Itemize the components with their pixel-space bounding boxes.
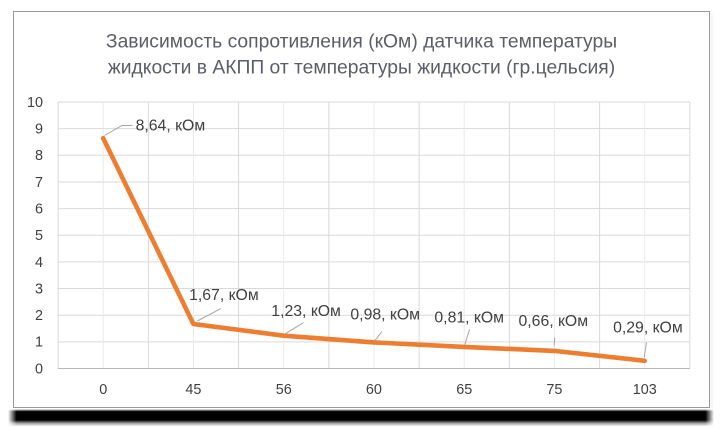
svg-text:2: 2 <box>35 308 43 324</box>
svg-text:60: 60 <box>366 382 382 398</box>
svg-text:4: 4 <box>35 255 43 271</box>
svg-text:56: 56 <box>276 382 292 398</box>
svg-text:6: 6 <box>35 202 43 218</box>
svg-text:8,64, кОм: 8,64, кОм <box>136 117 206 134</box>
svg-text:3: 3 <box>35 281 43 297</box>
svg-text:9: 9 <box>35 122 43 138</box>
svg-text:75: 75 <box>546 382 562 398</box>
svg-text:103: 103 <box>633 382 657 398</box>
svg-text:0: 0 <box>99 382 107 398</box>
svg-text:45: 45 <box>185 382 201 398</box>
svg-text:0,66, кОм: 0,66, кОм <box>519 313 589 330</box>
svg-text:65: 65 <box>456 382 472 398</box>
svg-text:Зависимость сопротивления (кОм: Зависимость сопротивления (кОм) датчика … <box>106 31 617 52</box>
svg-text:7: 7 <box>35 175 43 191</box>
svg-text:8: 8 <box>35 148 43 164</box>
svg-text:0,81, кОм: 0,81, кОм <box>434 309 504 326</box>
svg-text:0,98, кОм: 0,98, кОм <box>350 307 420 324</box>
svg-text:1: 1 <box>35 335 43 351</box>
svg-text:0,29, кОм: 0,29, кОм <box>613 320 683 337</box>
svg-text:5: 5 <box>35 228 43 244</box>
svg-text:10: 10 <box>27 95 43 111</box>
svg-text:0: 0 <box>35 361 43 377</box>
svg-text:1,23, кОм: 1,23, кОм <box>271 303 341 320</box>
svg-text:1,67, кОм: 1,67, кОм <box>189 287 259 304</box>
svg-text:жидкости в АКПП от температуры: жидкости в АКПП от температуры жидкости … <box>108 58 615 79</box>
